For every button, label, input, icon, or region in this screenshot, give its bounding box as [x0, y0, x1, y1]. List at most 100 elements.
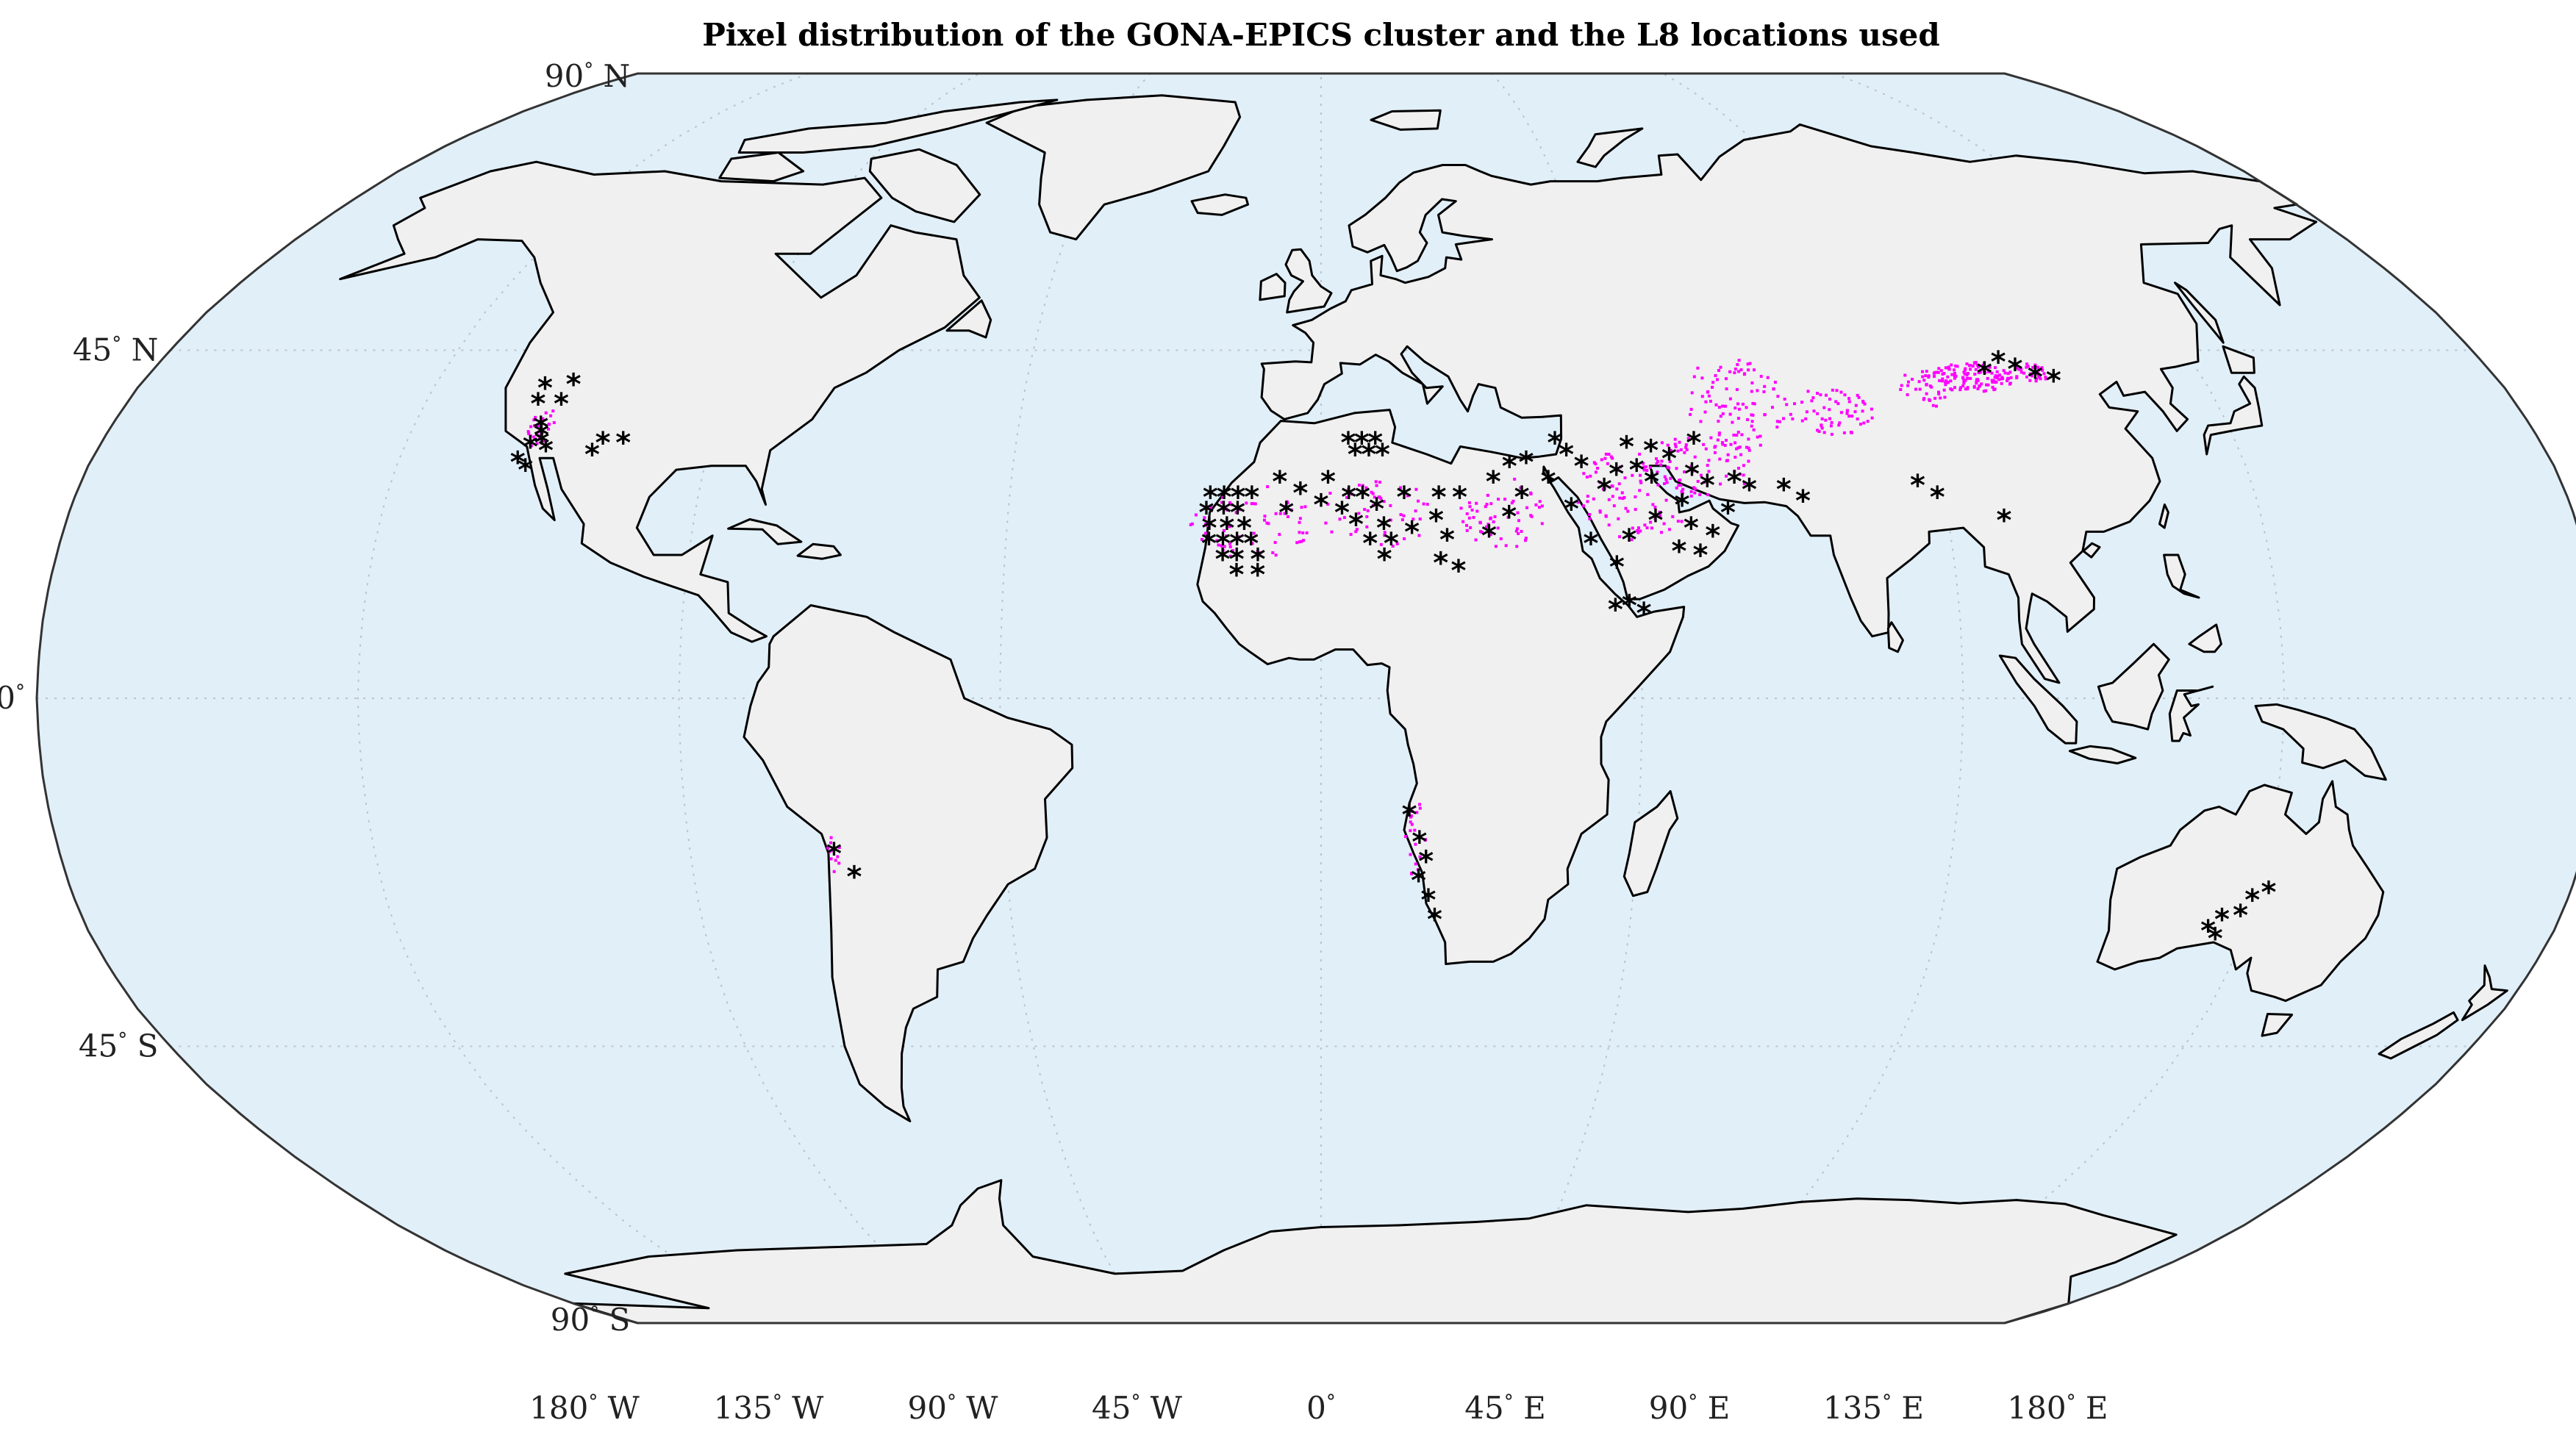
- cluster-pixel: [1993, 376, 1997, 379]
- cluster-pixel: [1365, 525, 1369, 528]
- cluster-pixel: [1822, 406, 1826, 409]
- cluster-pixel: [1804, 417, 1808, 420]
- cluster-pixel: [1659, 514, 1662, 517]
- cluster-pixel: [1424, 838, 1427, 842]
- cluster-pixel: [1515, 527, 1519, 531]
- cluster-pixel: [1709, 399, 1712, 403]
- cluster-pixel: [1725, 474, 1728, 478]
- cluster-pixel: [1953, 376, 1956, 380]
- cluster-pixel: [552, 421, 556, 424]
- l8-location-marker: *: [1519, 446, 1534, 480]
- cluster-pixel: [1475, 509, 1479, 513]
- cluster-pixel: [1839, 390, 1843, 394]
- cluster-pixel: [1390, 537, 1394, 540]
- cluster-pixel: [1721, 404, 1725, 408]
- cluster-pixel: [1516, 511, 1520, 515]
- cluster-pixel: [1478, 521, 1482, 525]
- cluster-pixel: [1485, 525, 1489, 528]
- cluster-pixel: [1982, 390, 1986, 393]
- cluster-pixel: [1660, 441, 1664, 445]
- cluster-pixel: [1596, 467, 1599, 470]
- cluster-pixel: [1515, 545, 1519, 548]
- landmass-hainan: [2082, 542, 2101, 559]
- cluster-pixel: [1978, 370, 1982, 374]
- cluster-pixel: [1371, 492, 1375, 495]
- l8-location-marker: *: [1421, 884, 1437, 917]
- cluster-pixel: [1820, 417, 1824, 420]
- cluster-pixel: [2035, 377, 2039, 381]
- l8-location-marker: *: [1720, 496, 1736, 530]
- longitude-label: 0°: [1306, 1390, 1336, 1426]
- cluster-pixel: [2007, 377, 2011, 381]
- l8-location-marker: *: [1977, 356, 1992, 390]
- cluster-pixel: [1854, 404, 1858, 407]
- cluster-pixel: [1298, 540, 1301, 544]
- cluster-pixel: [1713, 451, 1717, 454]
- cluster-pixel: [1811, 396, 1815, 400]
- l8-location-marker: *: [2214, 903, 2230, 936]
- l8-location-marker: *: [1320, 465, 1336, 499]
- longitude-label: 45° E: [1464, 1390, 1545, 1426]
- l8-location-marker: *: [530, 387, 545, 421]
- l8-location-marker: *: [518, 454, 533, 487]
- l8-location-marker: *: [1340, 426, 1356, 460]
- cluster-pixel: [1300, 506, 1303, 509]
- l8-location-marker: *: [846, 860, 862, 894]
- l8-location-marker: *: [566, 368, 582, 402]
- cluster-pixel: [2034, 379, 2038, 383]
- cluster-pixel: [1906, 393, 1909, 396]
- l8-location-marker: *: [538, 434, 554, 468]
- cluster-pixel: [1975, 381, 1978, 385]
- cluster-pixel: [1968, 364, 1971, 368]
- longitude-label: 90° W: [908, 1390, 999, 1426]
- cluster-pixel: [1253, 502, 1257, 506]
- cluster-pixel: [1753, 402, 1756, 406]
- cluster-pixel: [1416, 868, 1420, 872]
- l8-location-marker: *: [1433, 547, 1448, 581]
- l8-location-marker: *: [1609, 457, 1624, 491]
- cluster-pixel: [1689, 465, 1693, 468]
- cluster-pixel: [1496, 526, 1500, 530]
- cluster-pixel: [1513, 477, 1517, 481]
- cluster-pixel: [1228, 542, 1231, 545]
- cluster-pixel: [1684, 445, 1688, 449]
- landmass-new-guinea: [2254, 703, 2387, 781]
- cluster-pixel: [1824, 418, 1828, 422]
- l8-location-marker: *: [1355, 481, 1370, 515]
- cluster-pixel: [2019, 370, 2023, 374]
- latitude-labels: 90° N 45° N 0° 45° S 90° S: [0, 58, 630, 1338]
- cluster-pixel: [1850, 415, 1854, 418]
- cluster-pixel: [527, 432, 531, 435]
- cluster-pixel: [1949, 379, 1953, 383]
- cluster-pixel: [1736, 431, 1740, 434]
- cluster-pixel: [1480, 531, 1484, 534]
- cluster-pixel: [1747, 368, 1750, 372]
- cluster-pixel: [1925, 382, 1928, 386]
- latitude-label: 45° N: [73, 332, 159, 368]
- cluster-pixel: [1699, 420, 1703, 423]
- cluster-pixel: [1900, 384, 1903, 387]
- landmass-java: [2068, 745, 2137, 764]
- cluster-pixel: [2039, 368, 2042, 371]
- cluster-pixel: [534, 415, 537, 419]
- cluster-pixel: [1863, 402, 1867, 406]
- cluster-pixel: [1600, 458, 1603, 462]
- landmass-arctic-islands: [737, 98, 1059, 154]
- cluster-pixel: [1700, 395, 1704, 398]
- l8-location-marker: *: [1229, 527, 1245, 561]
- longitude-labels: 180° W 135° W 90° W 45° W 0° 45° E 90° E 135° E…: [529, 1390, 2108, 1426]
- cluster-pixel: [1653, 517, 1657, 520]
- cluster-pixel: [1986, 383, 1990, 387]
- cluster-pixel: [1403, 537, 1406, 540]
- l8-location-marker: *: [1574, 450, 1589, 484]
- l8-location-marker: *: [1997, 504, 2012, 538]
- cluster-pixel: [1194, 513, 1198, 517]
- cluster-pixel: [1782, 417, 1785, 420]
- cluster-pixel: [2041, 368, 2044, 372]
- cluster-pixel: [1771, 406, 1774, 409]
- l8-location-marker: *: [1397, 481, 1412, 515]
- cluster-pixel: [1866, 420, 1870, 423]
- cluster-pixel: [1745, 406, 1748, 409]
- cluster-pixel: [1939, 369, 1943, 373]
- cluster-pixel: [1830, 432, 1833, 436]
